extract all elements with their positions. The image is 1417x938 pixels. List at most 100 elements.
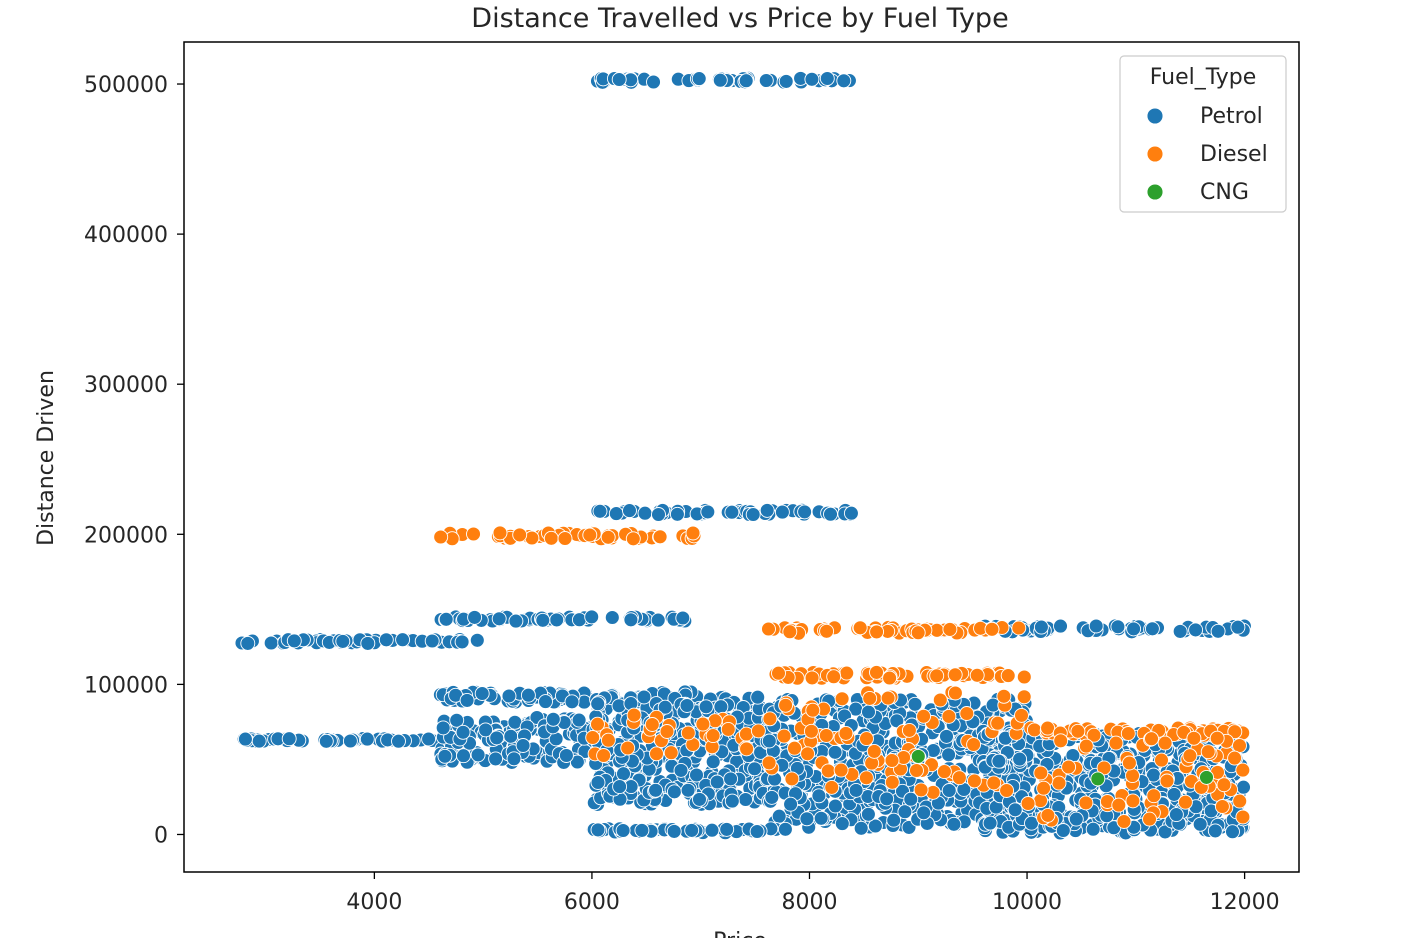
diesel-point — [1177, 794, 1193, 810]
petrol-point — [395, 632, 411, 648]
diesel-point — [1070, 723, 1086, 739]
petrol-point — [520, 687, 536, 703]
diesel-point — [680, 725, 696, 741]
diesel-point — [803, 723, 819, 739]
petrol-point — [1172, 623, 1188, 639]
petrol-point — [650, 612, 666, 628]
petrol-point — [916, 805, 932, 821]
petrol-point — [1192, 816, 1208, 832]
diesel-point — [1125, 768, 1140, 784]
petrol-point — [1236, 779, 1251, 795]
petrol-point — [569, 754, 585, 770]
petrol-point — [240, 635, 256, 651]
diesel-point — [1033, 793, 1048, 809]
diesel-point — [901, 722, 917, 738]
y-axis-label: Distance Driven — [34, 370, 59, 546]
diesel-point — [819, 623, 835, 639]
petrol-point — [608, 506, 624, 522]
petrol-point — [777, 821, 793, 837]
diesel-point — [1235, 762, 1251, 778]
petrol-point — [675, 610, 691, 626]
petrol-point — [469, 632, 485, 648]
diesel-point — [1232, 793, 1248, 809]
petrol-point — [941, 783, 957, 798]
diesel-point — [984, 621, 1000, 637]
diesel-point — [663, 745, 679, 761]
diesel-point — [936, 764, 952, 780]
petrol-point — [611, 72, 627, 87]
petrol-point — [897, 804, 913, 820]
diesel-point — [1111, 797, 1127, 813]
diesel-point — [739, 741, 755, 757]
petrol-point — [713, 699, 729, 715]
diesel-point — [1108, 735, 1124, 751]
diesel-point — [787, 740, 802, 756]
petrol-point — [237, 731, 253, 747]
diesel-point — [659, 724, 675, 739]
diesel-point — [852, 620, 868, 636]
legend-marker-petrol — [1146, 107, 1164, 125]
petrol-point — [438, 611, 454, 627]
diesel-point — [947, 667, 963, 683]
petrol-point — [778, 73, 794, 89]
diesel-point — [1016, 669, 1032, 685]
petrol-point — [709, 774, 725, 790]
x-tick-label: 8000 — [781, 890, 837, 915]
legend-marker-cng — [1146, 183, 1164, 201]
diesel-point — [959, 706, 975, 721]
petrol-point — [549, 612, 565, 628]
petrol-point — [804, 71, 820, 87]
diesel-point — [1125, 793, 1141, 809]
x-axis-label: Price — [713, 929, 767, 938]
petrol-point — [1225, 824, 1240, 840]
petrol-point — [1033, 619, 1049, 635]
petrol-point — [590, 822, 606, 838]
diesel-point — [916, 708, 932, 724]
diesel-point — [869, 624, 885, 640]
diesel-point — [600, 529, 616, 545]
petrol-point — [515, 738, 531, 753]
petrol-point — [590, 775, 606, 790]
diesel-point — [1120, 726, 1136, 741]
petrol-point — [982, 815, 998, 831]
diesel-point — [820, 763, 836, 779]
petrol-point — [637, 505, 653, 521]
petrol-point — [783, 796, 799, 812]
y-tick-label: 400000 — [84, 223, 168, 248]
petrol-point — [455, 724, 471, 740]
petrol-point — [1144, 621, 1160, 637]
petrol-point — [698, 699, 714, 715]
petrol-point — [907, 696, 923, 712]
petrol-point — [571, 612, 587, 628]
petrol-point — [1166, 786, 1182, 802]
diesel-point — [818, 728, 834, 743]
diesel-point — [761, 755, 777, 771]
petrol-point — [861, 704, 876, 720]
diesel-point — [1154, 752, 1169, 768]
petrol-point — [636, 689, 652, 705]
petrol-point — [750, 689, 766, 705]
petrol-point — [758, 73, 774, 88]
points-layer — [234, 70, 1252, 841]
diesel-point — [1200, 744, 1216, 760]
diesel-point — [778, 697, 794, 713]
petrol-point — [747, 761, 763, 777]
petrol-point — [1188, 622, 1204, 638]
petrol-point — [391, 733, 406, 749]
petrol-point — [860, 806, 876, 822]
petrol-point — [454, 634, 470, 650]
petrol-point — [666, 823, 682, 839]
diesel-point — [966, 737, 982, 752]
diesel-point — [1214, 799, 1230, 814]
petrol-point — [470, 747, 486, 763]
petrol-point — [435, 720, 451, 736]
legend-box — [1119, 55, 1287, 213]
petrol-point — [1007, 802, 1023, 818]
diesel-point — [433, 529, 449, 545]
diesel-point — [824, 779, 840, 795]
petrol-point — [836, 73, 852, 89]
petrol-point — [879, 791, 895, 807]
diesel-point — [804, 670, 820, 686]
diesel-point — [695, 716, 711, 732]
